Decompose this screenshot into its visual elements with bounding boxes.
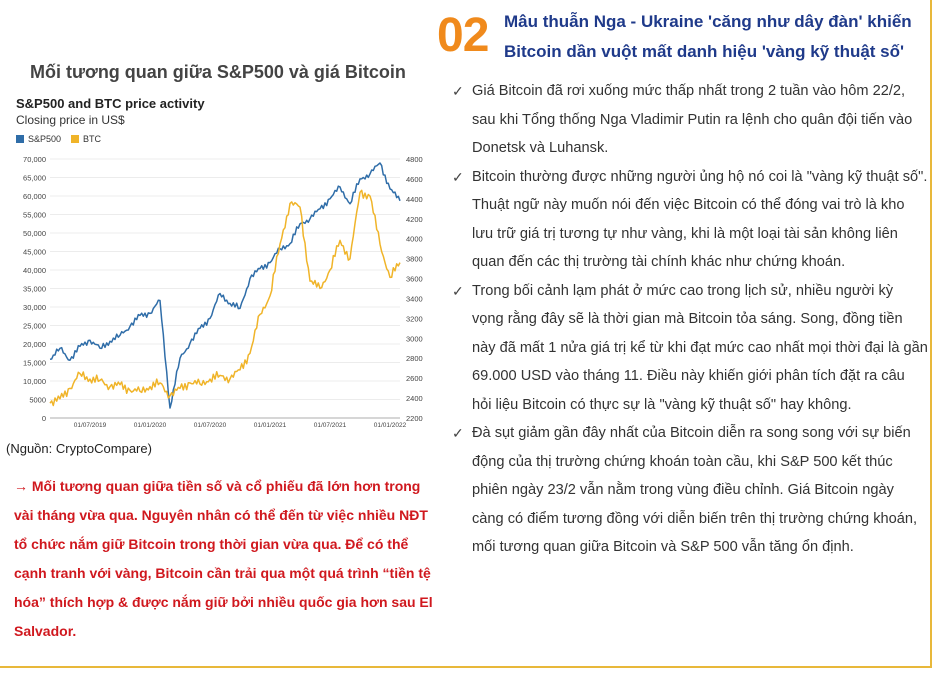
conclusion-text: → Mối tương quan giữa tiền số và cổ phiế…	[14, 478, 433, 639]
x-axis-tick-label: 01/07/2021	[314, 422, 347, 429]
chart-source: (Nguồn: CryptoCompare)	[6, 441, 152, 456]
chart-container: 0 5000 10,000 15,000 20,000 25,000 30,000 35,00…	[10, 95, 442, 433]
right-axis-tick-label: 3400	[406, 294, 423, 303]
x-axis-tick-label: 01/07/2019	[74, 422, 107, 429]
left-axis-tick-label: 0	[42, 414, 46, 423]
left-axis-tick-label: 10,000	[23, 377, 46, 386]
x-axis-tick-label: 01/01/2022	[374, 422, 407, 429]
left-axis-tick-label: 60,000	[23, 192, 46, 201]
left-axis-tick-label: 40,000	[23, 266, 46, 275]
left-axis-tick-label: 5000	[29, 396, 46, 405]
left-axis-tick-label: 35,000	[23, 285, 46, 294]
bullet-text: Đà sụt giảm gần đây nhất của Bitcoin diễ…	[472, 425, 918, 555]
legend-label-btc: BTC	[83, 134, 102, 144]
right-axis-tick-label: 4200	[406, 215, 423, 224]
x-axis-tick-label: 01/01/2020	[134, 422, 167, 429]
section-number: 02	[437, 9, 489, 62]
bullet-item: ✓ Đà sụt giảm gần đây nhất của Bitcoin di…	[452, 419, 928, 562]
right-axis-tick-label: 4600	[406, 175, 423, 184]
x-axis-tick-label: 01/01/2021	[254, 422, 287, 429]
right-axis-tick-label: 4800	[406, 155, 423, 164]
right-axis-tick-label: 3800	[406, 255, 423, 264]
left-axis-tick-label: 30,000	[23, 303, 46, 312]
check-icon: ✓	[452, 282, 464, 299]
left-axis-tick-label: 70,000	[23, 155, 46, 164]
series-line-btc	[49, 189, 401, 407]
right-axis-tick-label: 3000	[406, 334, 423, 343]
chart-title: S&P500 and BTC price activity	[16, 96, 205, 111]
bullet-list: ✓ Giá Bitcoin đã rơi xuống mức thấp nhất …	[452, 77, 928, 562]
left-axis-tick-label: 45,000	[23, 248, 46, 257]
right-axis-tick-label: 2600	[406, 374, 423, 383]
left-axis-tick-label: 55,000	[23, 211, 46, 220]
legend-label-sp500: S&P500	[28, 134, 62, 144]
bullet-item: ✓ Giá Bitcoin đã rơi xuống mức thấp nhất …	[452, 77, 928, 163]
bullet-text: Trong bối cảnh lạm phát ở mức cao trong …	[472, 282, 928, 413]
x-axis-tick-label: 01/07/2020	[194, 422, 227, 429]
frame-border-right	[930, 0, 932, 668]
line-chart: 0 5000 10,000 15,000 20,000 25,000 30,000 35,00…	[23, 155, 423, 429]
left-axis-tick-label: 25,000	[23, 322, 46, 331]
check-icon: ✓	[452, 83, 464, 99]
right-axis-tick-label: 4400	[406, 195, 423, 204]
chart-legend: S&P500 BTC	[16, 134, 101, 144]
left-axis-tick-label: 20,000	[23, 340, 46, 349]
section-title: Mâu thuẫn Nga - Ukraine 'căng như dây đà…	[504, 12, 912, 61]
legend-swatch-btc	[71, 135, 80, 143]
chart-subtitle: Closing price in US$	[16, 113, 125, 127]
bullet-text: Giá Bitcoin đã rơi xuống mức thấp nhất t…	[472, 83, 913, 156]
chart-heading: Mối tương quan giữa S&P500 và giá Bitcoi…	[30, 62, 406, 82]
check-icon: ✓	[452, 168, 464, 185]
right-axis-tick-label: 2800	[406, 354, 423, 363]
check-icon: ✓	[452, 425, 464, 441]
left-axis-tick-label: 65,000	[23, 174, 46, 183]
left-axis-tick-label: 15,000	[23, 359, 46, 368]
bullet-item: ✓ Bitcoin thường được những người ủng hộ …	[452, 163, 928, 277]
right-axis-tick-label: 3600	[406, 275, 423, 284]
right-axis-tick-label: 3200	[406, 314, 423, 323]
right-axis-tick-label: 4000	[406, 235, 423, 244]
left-axis-tick-label: 50,000	[23, 229, 46, 238]
right-axis-tick-label: 2200	[406, 414, 423, 423]
right-axis-tick-label: 2400	[406, 394, 423, 403]
frame-border-bottom	[0, 666, 932, 668]
series-line-sp500	[49, 162, 401, 409]
legend-swatch-sp500	[16, 135, 24, 143]
bullet-text: Bitcoin thường được những người ủng hộ n…	[472, 168, 928, 271]
bullet-item: ✓ Trong bối cảnh lạm phát ở mức cao trong…	[452, 277, 928, 420]
